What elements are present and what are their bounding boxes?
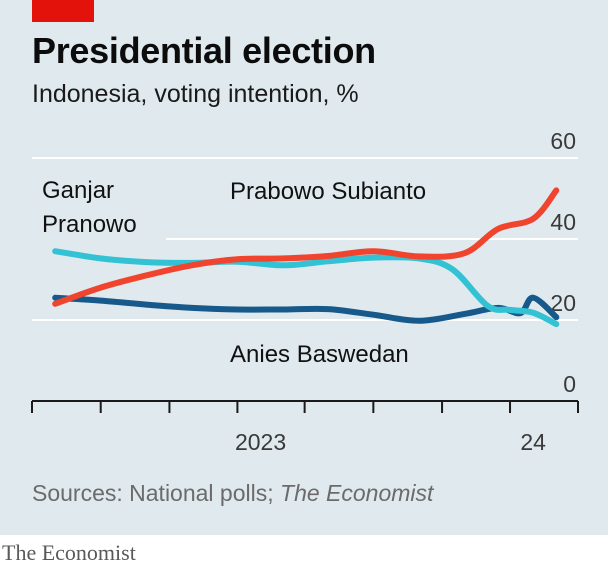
y-tick-label-60: 60 xyxy=(550,128,576,154)
x-axis: 2023 24 xyxy=(31,400,579,455)
gridline-label-mask xyxy=(32,235,166,243)
source-prefix: Sources: National polls; xyxy=(32,480,281,506)
y-tick-label-0: 0 xyxy=(563,371,576,397)
brand-red-tag xyxy=(32,0,94,22)
y-tick-label-40: 40 xyxy=(550,209,576,235)
brand-wordmark: The Economist xyxy=(2,540,136,565)
series-label-prabowo: Prabowo Subianto xyxy=(230,178,426,205)
chart-panel xyxy=(0,0,608,535)
x-tick-label-24: 24 xyxy=(520,429,546,455)
chart-subtitle: Indonesia, voting intention, % xyxy=(32,80,359,108)
series-label-ganjar-line1: Ganjar xyxy=(42,177,114,204)
source-italic: The Economist xyxy=(280,480,434,506)
series-labels: Ganjar Pranowo Prabowo Subianto Anies Ba… xyxy=(42,177,426,368)
series-label-ganjar-line2: Pranowo xyxy=(42,211,137,238)
x-tick-label-2023: 2023 xyxy=(235,429,286,455)
series-lines xyxy=(52,187,560,328)
series-line-ganjar xyxy=(52,248,560,328)
source-note: Sources: National polls; The Economist xyxy=(32,480,433,507)
chart-title: Presidential election xyxy=(32,30,376,71)
series-line-prabowo xyxy=(52,187,560,307)
series-label-anies: Anies Baswedan xyxy=(230,341,409,368)
